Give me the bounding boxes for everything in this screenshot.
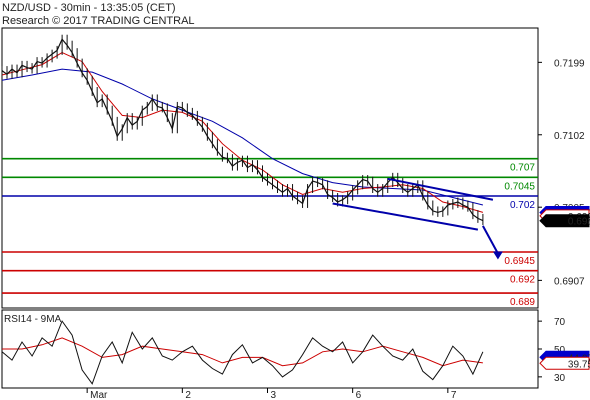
price-badge-last (539, 214, 590, 228)
rsi-axis-label: 50 (554, 345, 566, 356)
price-axis-label: 0.6907 (554, 276, 585, 287)
projection-arrow-shaft (482, 225, 499, 254)
level-label: 0.689 (510, 297, 535, 308)
x-axis-label: 3 (270, 390, 276, 400)
x-axis-label: 2 (185, 390, 191, 400)
level-label: 0.6945 (504, 256, 535, 267)
rsi-axis-label: 70 (554, 317, 566, 328)
channel-upper-line (387, 177, 494, 201)
rsi-badge-red (539, 356, 590, 370)
level-label: 0.692 (510, 275, 535, 286)
x-axis-label: 7 (451, 390, 457, 400)
level-label: 0.707 (510, 163, 535, 174)
level-label-bg (503, 160, 537, 173)
chart-copyright: Research © 2017 TRADING CENTRAL (2, 15, 195, 27)
price-panel: 0.707 0.7045 0.702 0.6945 0.692 0.689 0.7199 0.… (1, 27, 590, 309)
price-line (1, 38, 484, 222)
channel-lower-line (332, 202, 479, 231)
rsi-panel: RSI14 - 9MA70503044.073339.7555Mar2367 (1, 309, 590, 400)
level-label-bg (503, 272, 537, 285)
rsi-axis-label: 30 (554, 373, 566, 384)
level-label: 0.702 (510, 200, 535, 211)
rsi-ma-line (2, 337, 483, 367)
rsi-line (1, 320, 484, 385)
level-label: 0.7045 (504, 181, 535, 192)
x-axis-label: 6 (356, 390, 362, 400)
chart-title: NZD/USD - 30min - 13:35:05 (CET) (2, 2, 176, 14)
level-label-bg (497, 254, 537, 266)
price-badge-label: 0.69869 (568, 217, 590, 228)
level-label-bg (503, 295, 537, 308)
x-axis-label: Mar (90, 390, 108, 400)
price-axis-label: 0.7199 (554, 58, 585, 69)
rsi-badge-label: 39.7555 (568, 359, 590, 370)
rsi-title: RSI14 - 9MA (4, 314, 62, 325)
price-axis-label: 0.7102 (554, 131, 585, 142)
projection-arrow-head (492, 251, 503, 260)
rsi-plot-frame (1, 309, 539, 389)
level-label-bg (497, 179, 537, 192)
level-label-bg (503, 198, 537, 210)
